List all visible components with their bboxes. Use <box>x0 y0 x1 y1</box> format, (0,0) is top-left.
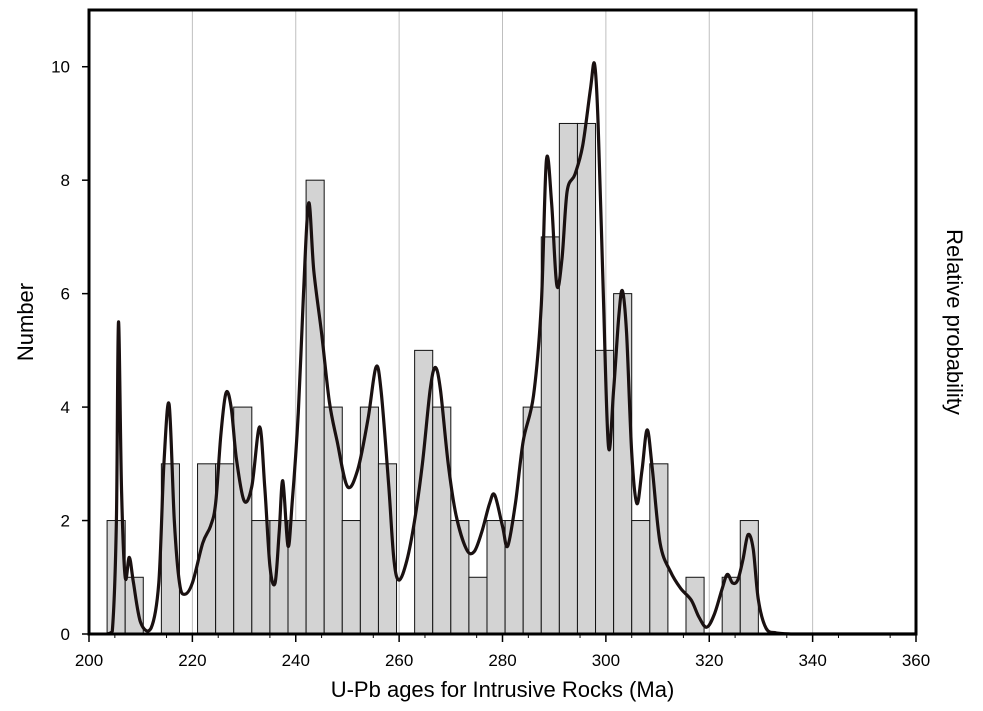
y-tick-label: 2 <box>61 512 70 531</box>
x-tick-label: 220 <box>178 651 206 670</box>
histogram-bar <box>486 520 506 635</box>
y-tick-labels: 0 2 4 6 8 10 <box>51 58 70 644</box>
x-tick-label: 340 <box>798 651 826 670</box>
histogram-bar <box>576 122 597 635</box>
x-tick-label: 300 <box>592 651 620 670</box>
x-tick-label: 240 <box>282 651 310 670</box>
histogram-bar <box>649 463 669 635</box>
histogram-bar <box>468 576 488 635</box>
x-tick-label: 260 <box>385 651 413 670</box>
histogram-bar <box>540 236 560 635</box>
probability-curve <box>106 61 916 636</box>
y-axis-title: Number <box>13 283 38 361</box>
histogram-bar <box>341 520 361 635</box>
x-tick-labels: 200 220 240 260 280 300 320 340 360 <box>75 651 930 670</box>
y-tick-label: 6 <box>61 285 70 304</box>
x-tick-label: 360 <box>902 651 930 670</box>
histogram-bar <box>558 122 578 635</box>
right-axis-title: Relative probability <box>942 229 967 415</box>
vertical-gridlines <box>191 10 814 634</box>
histogram-bar <box>233 406 253 635</box>
probability-curve-group <box>106 61 916 636</box>
histogram-bar <box>504 520 524 635</box>
x-tick-label: 280 <box>488 651 516 670</box>
histogram-bar <box>450 520 470 635</box>
histogram-bar <box>432 406 452 635</box>
y-tick-label: 8 <box>61 171 70 190</box>
histogram-bar <box>631 520 651 635</box>
histogram-bar <box>721 576 741 635</box>
histogram-bar <box>323 406 343 635</box>
histogram-bar <box>522 406 542 635</box>
x-tick-label: 200 <box>75 651 103 670</box>
y-tick-label: 10 <box>51 58 70 77</box>
y-tick-label: 4 <box>61 398 70 417</box>
axis-ticks <box>82 65 917 642</box>
y-tick-label: 0 <box>61 625 70 644</box>
histogram-bar <box>305 179 325 635</box>
x-tick-label: 320 <box>695 651 723 670</box>
x-axis-title: U-Pb ages for Intrusive Rocks (Ma) <box>331 677 675 702</box>
